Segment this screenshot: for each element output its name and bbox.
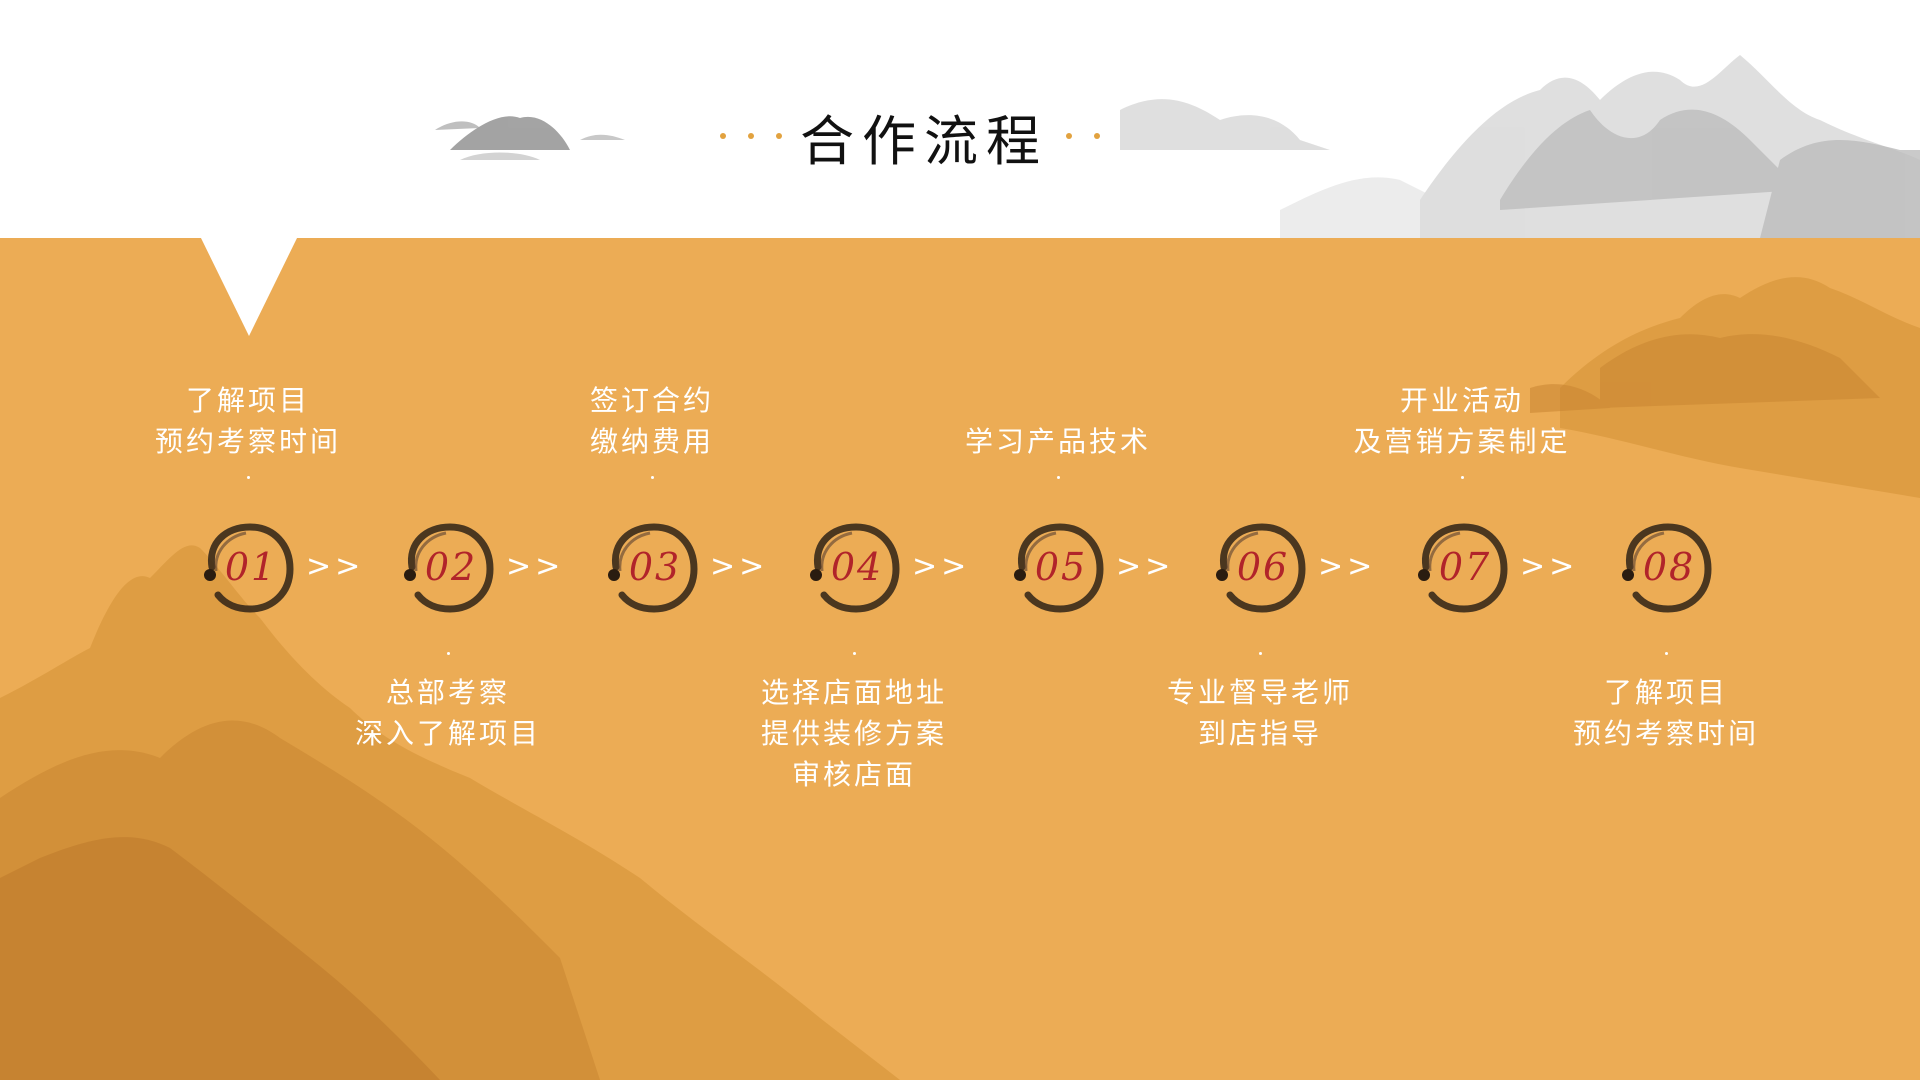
step-circle-06: 06 — [1208, 515, 1312, 619]
step-text-line: 预约考察时间 — [1572, 717, 1759, 750]
step-number: 07 — [1438, 545, 1492, 589]
step-description-01: 了解项目预约考察时间 — [108, 380, 388, 462]
title-area: 合作流程 — [700, 96, 1120, 176]
step-description-03: 签订合约 缴纳费用 — [512, 380, 792, 462]
step-number: 04 — [830, 545, 884, 589]
step-circle-03: 03 — [600, 515, 704, 619]
step-number: 08 — [1642, 545, 1696, 589]
step-circle-04: 04 — [802, 515, 906, 619]
dot-icon — [720, 133, 726, 139]
brush-circle-icon — [1622, 523, 1712, 613]
brush-circle-icon — [608, 523, 698, 613]
step-text-line: 签订合约 — [589, 384, 714, 417]
next-arrow: >> — [306, 549, 365, 584]
step-text-line: 了解项目 — [185, 384, 310, 417]
brush-circle-icon — [1418, 523, 1508, 613]
title-dots-left — [720, 133, 782, 139]
connector-dot — [1057, 476, 1060, 479]
step-description-05: 学习产品技术 — [918, 421, 1198, 462]
connector-dot — [853, 652, 856, 655]
connector-dot — [1259, 652, 1262, 655]
brush-circle-icon — [810, 523, 900, 613]
step-text-line: 到店指导 — [1197, 717, 1322, 750]
dot-icon — [748, 133, 754, 139]
step-description-08: 了解项目预约考察时间 — [1526, 672, 1806, 754]
step-circle-01: 01 — [196, 515, 300, 619]
step-text-line: 了解项目 — [1603, 676, 1728, 709]
step-description-02: 总部考察深入了解项目 — [308, 672, 588, 754]
content-panel — [0, 238, 1920, 1080]
step-text-line: 缴纳费用 — [589, 425, 714, 458]
dot-icon — [1066, 133, 1072, 139]
brush-circle-icon — [1216, 523, 1306, 613]
step-text-line: 开业活动 — [1399, 384, 1524, 417]
step-number: 01 — [224, 545, 278, 589]
step-text-line: 选择店面地址 — [760, 676, 947, 709]
next-arrow: >> — [1116, 549, 1175, 584]
pointer-notch — [200, 236, 298, 336]
step-circle-02: 02 — [396, 515, 500, 619]
next-arrow: >> — [1520, 549, 1579, 584]
step-text-line: 及营销方案制定 — [1353, 425, 1571, 458]
title-dots-right — [1066, 133, 1100, 139]
dot-icon — [776, 133, 782, 139]
step-number: 06 — [1236, 545, 1290, 589]
dot-icon — [1094, 133, 1100, 139]
step-text-line: 学习产品技术 — [964, 425, 1151, 458]
step-circle-05: 05 — [1006, 515, 1110, 619]
next-arrow: >> — [912, 549, 971, 584]
step-number: 02 — [424, 545, 478, 589]
brush-circle-icon — [204, 523, 294, 613]
next-arrow: >> — [710, 549, 769, 584]
step-number: 05 — [1034, 545, 1088, 589]
page-title: 合作流程 — [800, 109, 1048, 173]
step-text-line: 专业督导老师 — [1166, 676, 1353, 709]
step-text-line: 总部考察 — [385, 676, 510, 709]
step-text-line: 预约考察时间 — [154, 425, 341, 458]
step-text-line: 深入了解项目 — [354, 717, 541, 750]
step-description-04: 选择店面地址 提供装修方案 审核店面 — [714, 672, 994, 795]
connector-dot — [651, 476, 654, 479]
step-description-07: 开业活动及营销方案制定 — [1322, 380, 1602, 462]
ink-mountains-bottom — [0, 277, 1920, 1080]
step-circle-08: 08 — [1614, 515, 1718, 619]
step-circle-07: 07 — [1410, 515, 1514, 619]
connector-dot — [447, 652, 450, 655]
ink-mountains-top — [435, 55, 1920, 238]
connector-dot — [1665, 652, 1668, 655]
next-arrow: >> — [1318, 549, 1377, 584]
brush-circle-icon — [1014, 523, 1104, 613]
step-description-06: 专业督导老师 到店指导 — [1120, 672, 1400, 754]
connector-dot — [1461, 476, 1464, 479]
step-number: 03 — [628, 545, 682, 589]
step-text-line: 审核店面 — [791, 758, 916, 791]
connector-dot — [247, 476, 250, 479]
next-arrow: >> — [506, 549, 565, 584]
step-text-line: 提供装修方案 — [760, 717, 947, 750]
brush-circle-icon — [404, 523, 494, 613]
